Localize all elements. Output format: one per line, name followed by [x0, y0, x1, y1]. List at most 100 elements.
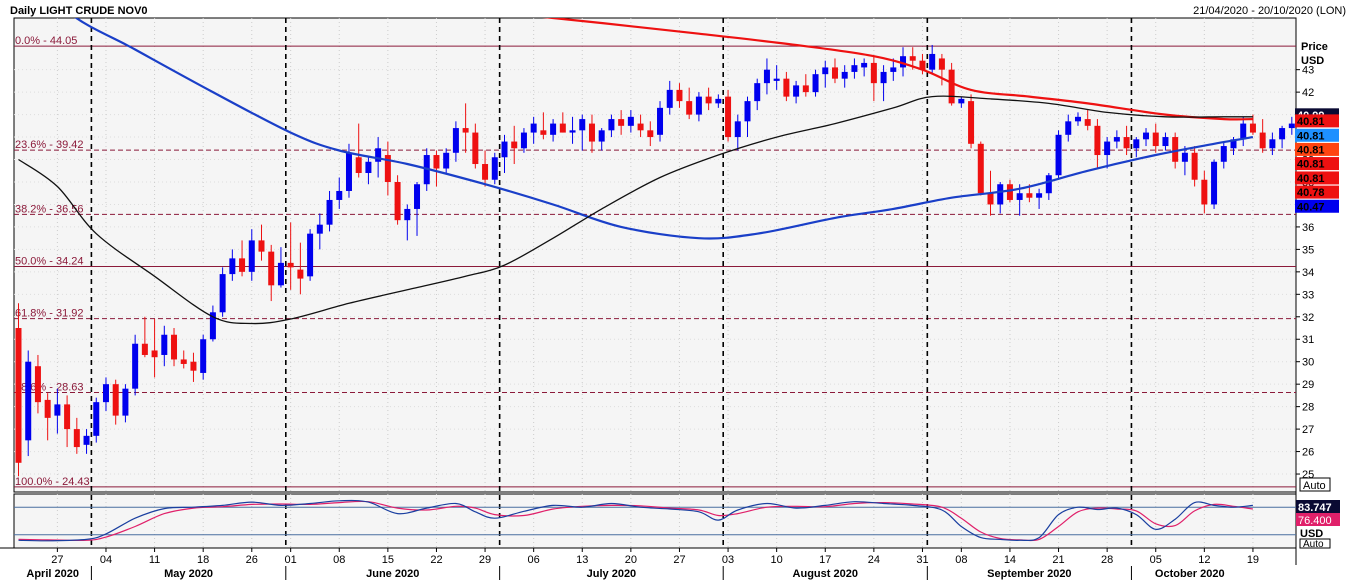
price-tick-label: 33 — [1302, 289, 1314, 301]
candle — [248, 229, 255, 281]
candle — [559, 112, 566, 133]
candle-body — [209, 312, 216, 340]
candle — [968, 94, 975, 149]
day-tick-label: 22 — [430, 554, 442, 566]
candle-body — [1279, 128, 1286, 140]
candle — [627, 110, 634, 133]
day-tick-label: 21 — [1052, 554, 1064, 566]
candle — [1113, 130, 1120, 149]
candle-body — [219, 274, 226, 313]
candle — [890, 58, 897, 81]
price-badge-label: 40.81 — [1297, 116, 1325, 128]
candle-body — [287, 262, 294, 268]
candle-body — [793, 85, 800, 97]
candle — [1220, 141, 1227, 169]
month-label: May 2020 — [164, 568, 213, 580]
candle — [1269, 132, 1276, 156]
candle-body — [151, 350, 158, 358]
candle-body — [997, 184, 1004, 205]
candle — [958, 96, 965, 108]
candle — [1104, 137, 1111, 169]
candle — [676, 83, 683, 108]
candle-body — [112, 384, 119, 416]
candle-body — [1055, 134, 1062, 176]
candle-body — [841, 71, 848, 79]
candle-body — [511, 141, 518, 149]
candle — [482, 150, 489, 187]
candle — [83, 429, 90, 454]
candle — [1094, 119, 1101, 169]
price-axis-title: Price — [1301, 41, 1328, 53]
candle-body — [958, 98, 965, 104]
candle — [744, 96, 751, 138]
stoch-d-badge — [1296, 513, 1340, 526]
candle-body — [929, 53, 936, 70]
candle-body — [1123, 137, 1130, 149]
price-badge-label: 40.78 — [1297, 187, 1325, 199]
candle — [462, 103, 469, 153]
day-tick-label: 13 — [576, 554, 588, 566]
day-tick-label: 06 — [528, 554, 540, 566]
price-axis-unit: USD — [1301, 55, 1324, 67]
fib-level-label: 0.0% - 44.05 — [15, 35, 77, 47]
candle — [93, 397, 100, 443]
price-auto-button[interactable] — [1299, 477, 1331, 492]
candle — [501, 134, 508, 174]
candle-body — [861, 62, 868, 68]
oscillator-auto-button[interactable] — [1299, 538, 1331, 549]
candle-body — [326, 199, 333, 225]
candle-body — [744, 101, 751, 122]
candle-body — [909, 56, 916, 61]
candle — [929, 44, 936, 75]
candle-body — [316, 224, 323, 234]
price-badge-label: 40.47 — [1297, 201, 1325, 213]
candle — [141, 316, 148, 358]
candle — [1191, 146, 1198, 187]
sma-blue-line — [74, 18, 1254, 240]
moving-average-layer — [18, 18, 1254, 325]
candle — [686, 87, 693, 120]
candle — [1084, 110, 1091, 131]
candle-body — [1036, 193, 1043, 198]
candle-body — [783, 78, 790, 97]
candle-body — [1113, 137, 1120, 142]
candle-body — [414, 184, 421, 209]
candle-body — [1201, 179, 1208, 205]
candle — [433, 150, 440, 187]
price-tick-label: 34 — [1302, 267, 1314, 279]
candle — [588, 114, 595, 153]
candle-body — [462, 128, 469, 133]
price-badge — [1295, 199, 1339, 213]
candle — [452, 121, 459, 162]
candle-body — [1133, 139, 1140, 149]
candle-body — [598, 130, 605, 142]
candle — [307, 229, 314, 281]
day-tick-label: 29 — [479, 554, 491, 566]
candle — [15, 303, 22, 477]
candle-body — [1152, 132, 1159, 147]
candle-body — [550, 123, 557, 135]
candle-body — [433, 155, 440, 169]
day-tick-label: 08 — [333, 554, 345, 566]
candle-body — [248, 240, 255, 272]
day-tick-label: 27 — [51, 554, 63, 566]
candle — [268, 244, 275, 302]
price-tick-label: 36 — [1302, 222, 1314, 234]
oscillator-plot-area[interactable] — [13, 493, 1297, 549]
month-label: July 2020 — [587, 568, 637, 580]
candle-body — [880, 71, 887, 84]
candle-body — [1045, 175, 1052, 194]
candle-body — [890, 67, 897, 72]
candle-body — [802, 85, 809, 93]
day-tick-label: 28 — [1101, 554, 1113, 566]
candle-body — [1181, 152, 1188, 162]
candle-body — [520, 132, 527, 149]
candle-body — [297, 269, 304, 279]
candle — [900, 47, 907, 77]
candle — [132, 334, 139, 396]
candle-body — [1240, 123, 1247, 140]
fib-level-label: 38.2% - 36.56 — [15, 203, 84, 215]
price-tick-label: 32 — [1302, 312, 1314, 324]
main-plot-area[interactable] — [13, 17, 1297, 493]
